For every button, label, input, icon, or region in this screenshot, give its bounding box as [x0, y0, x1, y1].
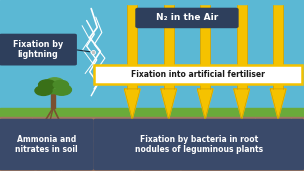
FancyBboxPatch shape — [135, 8, 239, 28]
Polygon shape — [197, 89, 213, 119]
Bar — [0, 117, 304, 171]
Circle shape — [39, 80, 56, 89]
Text: Fixation by
lightning: Fixation by lightning — [13, 40, 63, 59]
Text: Fixation into artificial fertiliser: Fixation into artificial fertiliser — [131, 70, 265, 79]
Polygon shape — [161, 89, 177, 119]
Circle shape — [53, 80, 68, 89]
Polygon shape — [124, 89, 140, 119]
Text: Fixation by bacteria in root
nodules of leguminous plants: Fixation by bacteria in root nodules of … — [135, 135, 263, 154]
Bar — [0, 108, 304, 117]
Bar — [200, 5, 210, 89]
Polygon shape — [270, 89, 286, 119]
Polygon shape — [234, 89, 250, 119]
Bar — [164, 5, 174, 89]
Bar — [94, 65, 302, 84]
FancyBboxPatch shape — [0, 119, 94, 170]
Circle shape — [39, 81, 62, 94]
Circle shape — [35, 86, 52, 95]
Bar — [127, 5, 137, 89]
FancyBboxPatch shape — [93, 119, 304, 170]
Circle shape — [52, 84, 71, 95]
Bar — [237, 5, 247, 89]
Bar — [0, 0, 304, 108]
FancyBboxPatch shape — [0, 34, 77, 65]
Text: N₂ in the Air: N₂ in the Air — [156, 14, 218, 22]
Circle shape — [46, 78, 64, 88]
Bar — [94, 65, 302, 84]
Bar — [51, 86, 55, 108]
Bar — [273, 5, 283, 89]
Text: Ammonia and
nitrates in soil: Ammonia and nitrates in soil — [15, 135, 78, 154]
